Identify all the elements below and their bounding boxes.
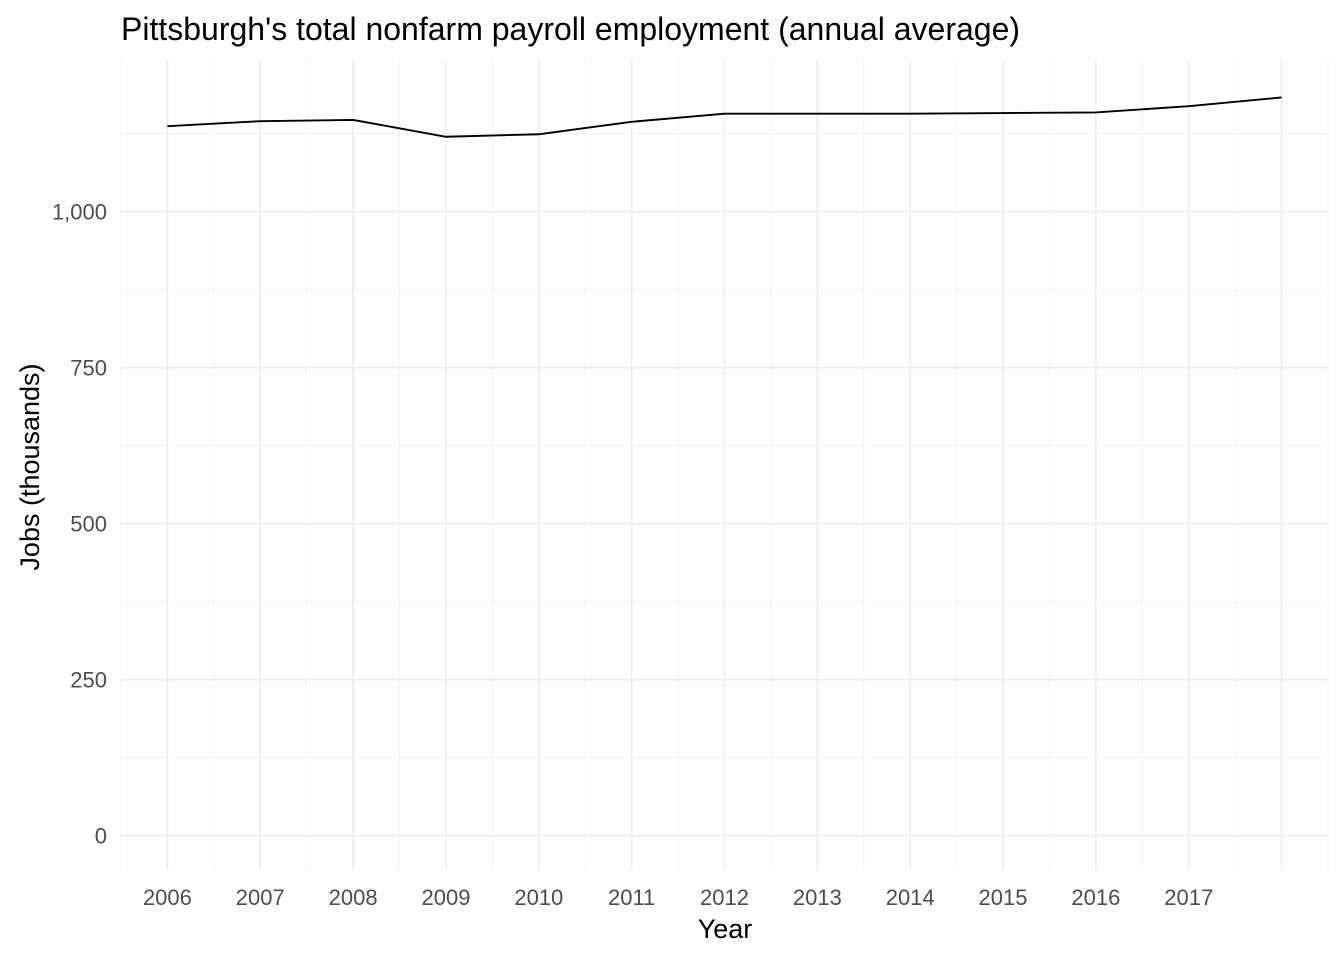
y-axis-tick-labels: 0 250 500 750 1,000 (52, 200, 107, 849)
y-tick-label: 500 (70, 512, 107, 537)
y-tick-label: 0 (95, 824, 107, 849)
x-tick-label: 2017 (1164, 885, 1213, 910)
major-gridlines (121, 60, 1328, 870)
x-tick-label: 2009 (421, 885, 470, 910)
x-tick-label: 2012 (700, 885, 749, 910)
x-tick-label: 2011 (608, 885, 655, 910)
x-tick-label: 2010 (514, 885, 563, 910)
y-tick-label: 750 (70, 356, 107, 381)
series-line (167, 96, 1282, 138)
y-tick-label: 250 (70, 668, 107, 693)
x-tick-label: 2014 (886, 885, 935, 910)
x-tick-label: 2008 (329, 885, 378, 910)
x-axis-title: Year (698, 914, 753, 944)
x-tick-label: 2016 (1071, 885, 1120, 910)
series-layer (167, 96, 1282, 138)
x-tick-label: 2013 (793, 885, 842, 910)
x-tick-label: 2006 (143, 885, 192, 910)
chart-title: Pittsburgh's total nonfarm payroll emplo… (121, 11, 1020, 47)
x-tick-label: 2007 (236, 885, 285, 910)
x-tick-label: 2015 (979, 885, 1028, 910)
y-axis-title: Jobs (thousands) (15, 363, 45, 570)
x-axis-tick-labels: 2006 2007 2008 2009 2010 2011 2012 2013 2014 2015… (143, 885, 1213, 910)
y-tick-label: 1,000 (52, 200, 107, 225)
